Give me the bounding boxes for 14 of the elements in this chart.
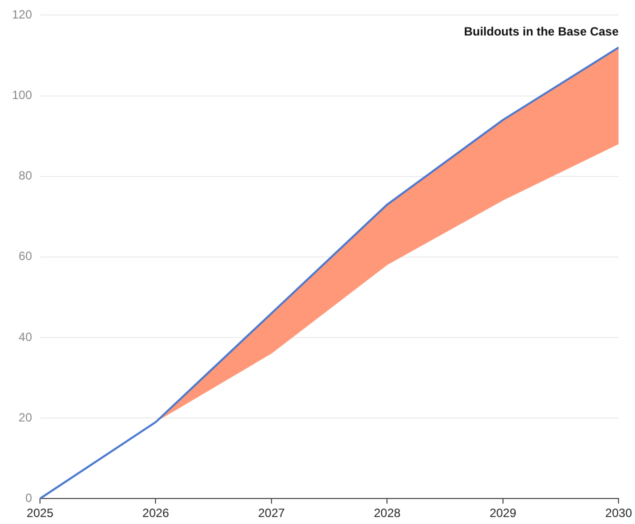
y-tick-label: 20 bbox=[18, 410, 32, 424]
y-tick-label: 120 bbox=[12, 8, 32, 22]
x-tick-label: 2028 bbox=[374, 506, 401, 520]
x-tick-label: 2026 bbox=[142, 506, 170, 520]
y-tick-label: 0 bbox=[25, 490, 32, 505]
x-tick-label: 2029 bbox=[490, 506, 517, 520]
y-tick-label: 40 bbox=[18, 330, 32, 344]
y-tick-label: 60 bbox=[18, 249, 32, 264]
x-tick-label: 2027 bbox=[258, 506, 286, 520]
annotation: Buildouts in the Base Case bbox=[464, 24, 619, 39]
x-tick-label: 2030 bbox=[605, 506, 632, 520]
x-tick-label: 2025 bbox=[26, 506, 54, 520]
y-tick-label: 100 bbox=[12, 88, 32, 102]
y-tick-label: 80 bbox=[18, 168, 32, 183]
